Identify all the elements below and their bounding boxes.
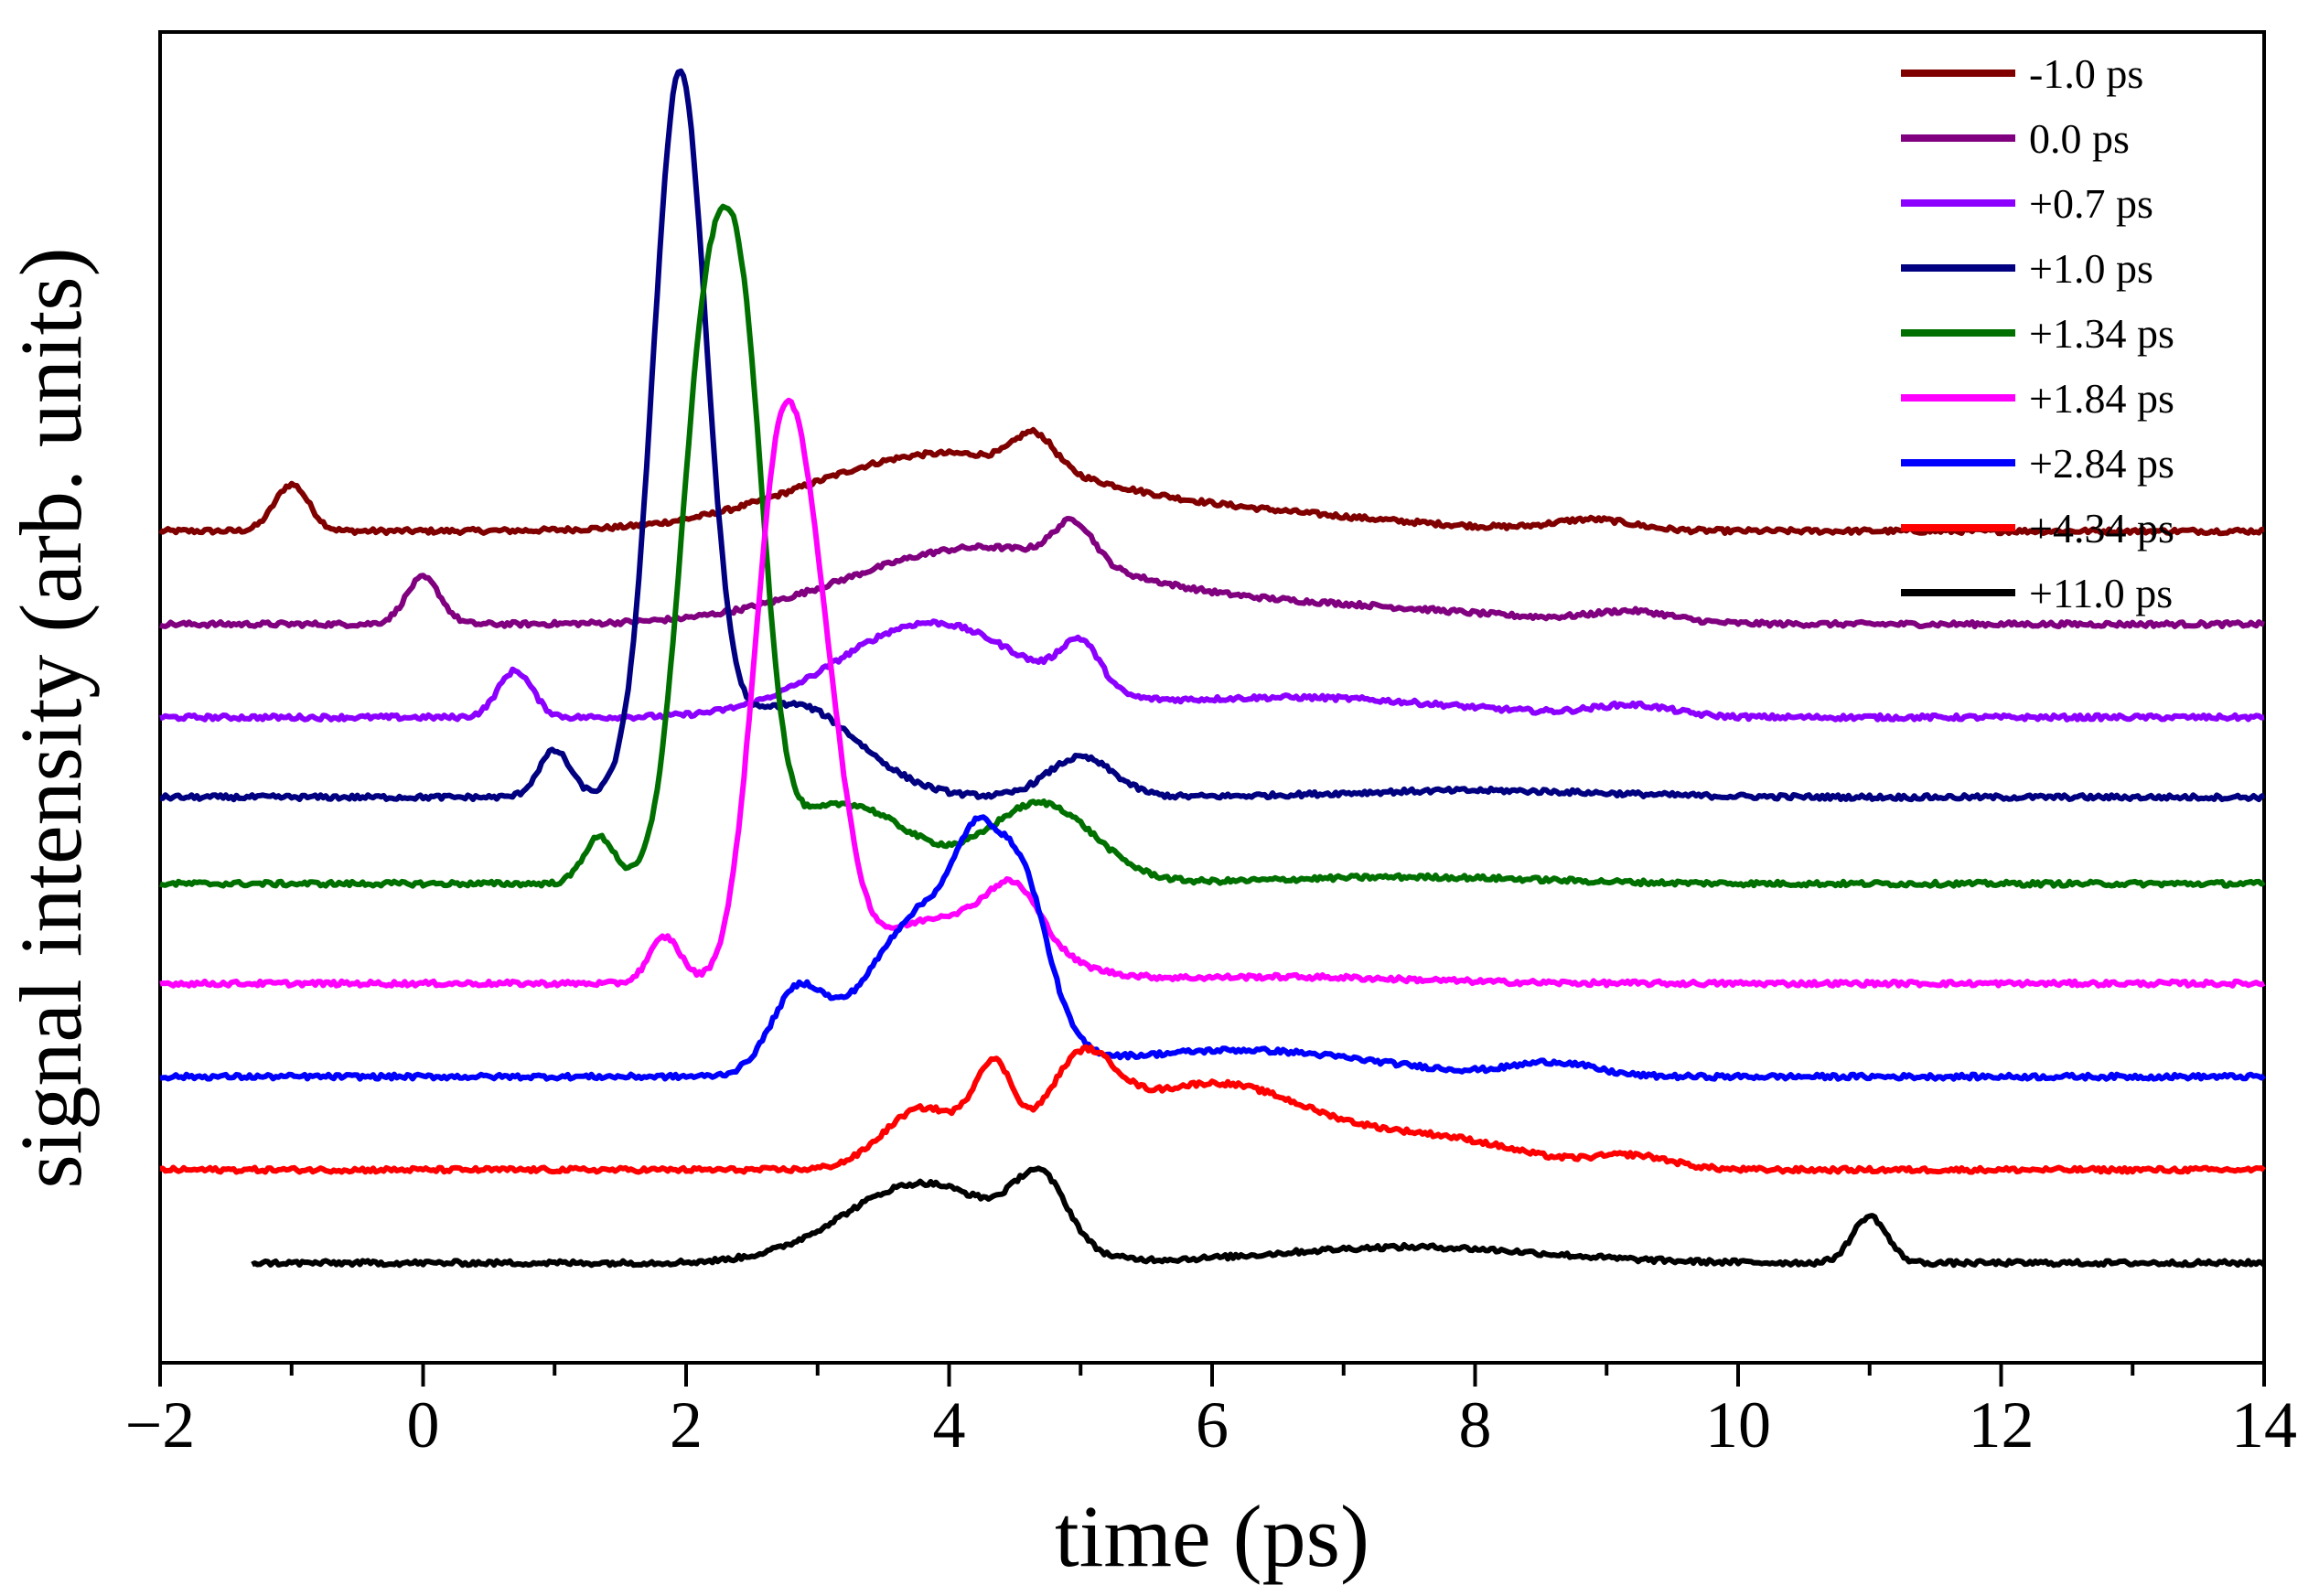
x-tick-label: 8 bbox=[1459, 1388, 1492, 1462]
legend-label: +0.7 ps bbox=[2029, 180, 2153, 227]
series-line-2 bbox=[159, 618, 2265, 723]
legend-label: +11.0 ps bbox=[2029, 570, 2173, 616]
series-line-5 bbox=[159, 397, 2266, 989]
legend-label: -1.0 ps bbox=[2029, 50, 2143, 97]
x-tick-label: −2 bbox=[125, 1388, 196, 1462]
x-tick-label: 12 bbox=[1969, 1388, 2034, 1462]
x-tick-label: 10 bbox=[1705, 1388, 1771, 1462]
legend-label: +1.84 ps bbox=[2029, 375, 2174, 422]
x-tick-label: 4 bbox=[933, 1388, 966, 1462]
legend-label: +2.84 ps bbox=[2029, 440, 2174, 487]
legend-label: 0.0 ps bbox=[2029, 115, 2130, 162]
series-line-0 bbox=[158, 426, 2265, 537]
x-tick-label: 6 bbox=[1196, 1388, 1229, 1462]
series-line-3 bbox=[159, 68, 2266, 803]
legend-label: +4.34 ps bbox=[2029, 505, 2174, 552]
y-axis-title: signal intensity (arb. units) bbox=[2, 247, 100, 1188]
x-tick-label: 2 bbox=[670, 1388, 703, 1462]
series-line-4 bbox=[159, 203, 2266, 889]
x-tick-label: 0 bbox=[407, 1388, 440, 1462]
series-layer bbox=[158, 68, 2267, 1269]
series-line-6 bbox=[159, 814, 2267, 1082]
x-axis-ticks: −2 0 2 4 6 8 10 12 14 bbox=[125, 1363, 2297, 1462]
legend: -1.0 ps 0.0 ps +0.7 ps +1.0 ps +1.34 ps +1.84… bbox=[1901, 50, 2174, 616]
series-line-7 bbox=[159, 1044, 2266, 1175]
x-axis-title: time (ps) bbox=[1055, 1487, 1369, 1585]
series-line-1 bbox=[159, 516, 2265, 629]
x-tick-label: 14 bbox=[2231, 1388, 2297, 1462]
legend-label: +1.0 ps bbox=[2029, 245, 2153, 292]
legend-label: +1.34 ps bbox=[2029, 310, 2174, 357]
series-line-8 bbox=[251, 1165, 2266, 1269]
